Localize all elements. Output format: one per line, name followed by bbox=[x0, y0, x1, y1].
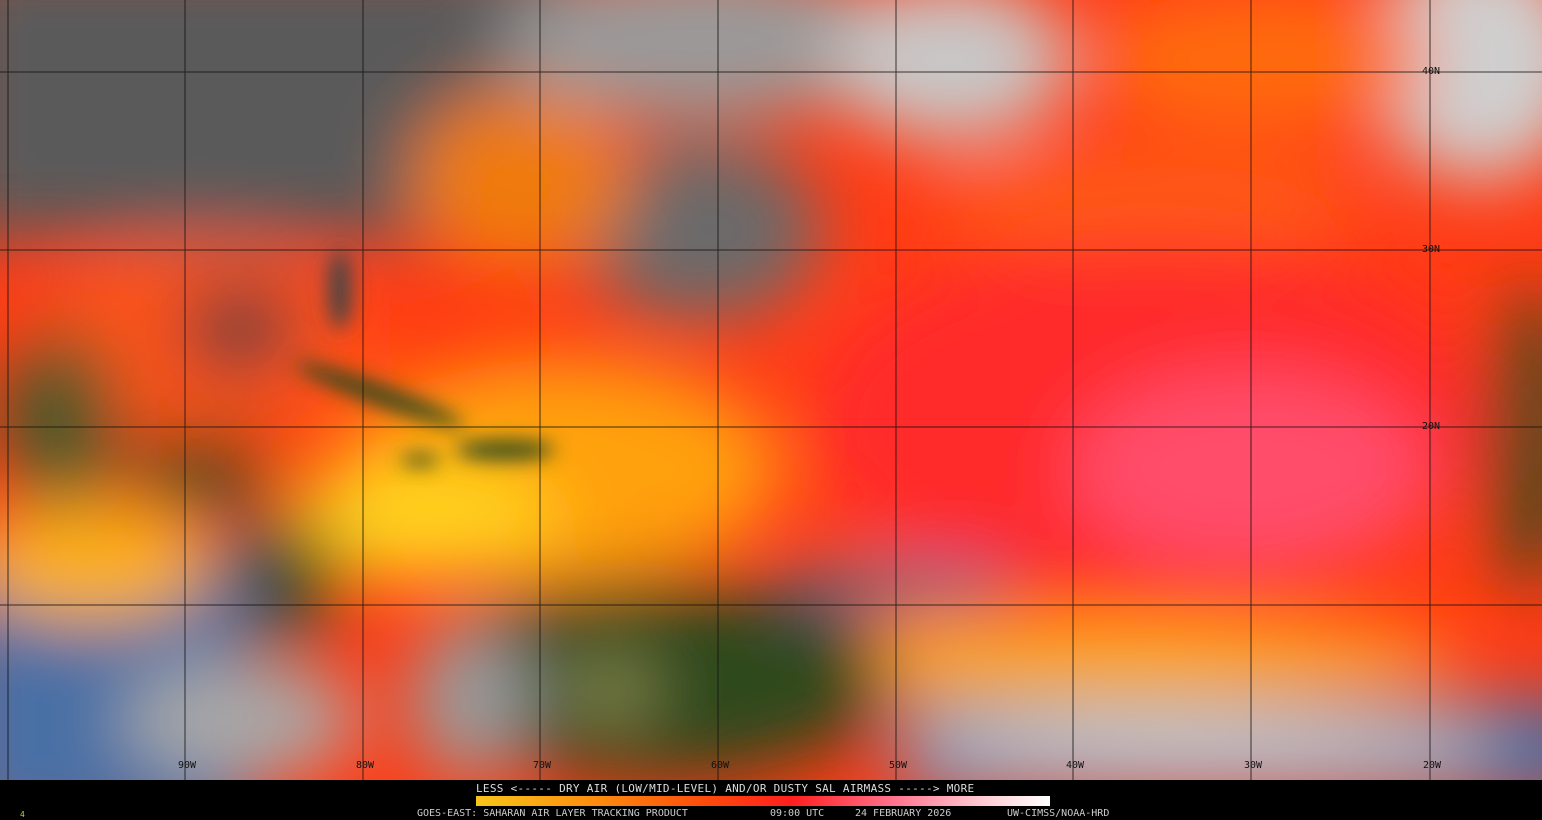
longitude-labels: 90W 80W 70W 60W 50W 40W 30W 20W bbox=[178, 760, 1442, 771]
legend-title: LESS <----- DRY AIR (LOW/MID-LEVEL) AND/… bbox=[476, 782, 975, 795]
observation-date: 24 FEBRUARY 2026 bbox=[855, 808, 952, 819]
lon-label: 50W bbox=[889, 760, 908, 771]
credit: UW-CIMSS/NOAA-HRD bbox=[1007, 808, 1110, 819]
imagery-layer bbox=[0, 0, 1542, 780]
lon-label: 30W bbox=[1244, 760, 1263, 771]
product-name: GOES-EAST: SAHARAN AIR LAYER TRACKING PR… bbox=[417, 808, 688, 819]
lat-label: 30N bbox=[1422, 244, 1440, 255]
corner-mark: 4 bbox=[20, 810, 25, 819]
islands bbox=[295, 250, 555, 466]
observation-time: 09:00 UTC bbox=[770, 808, 825, 819]
lat-label: 20N bbox=[1422, 421, 1440, 432]
lon-label: 80W bbox=[356, 760, 375, 771]
latitude-labels: 40N 30N 20N bbox=[1422, 66, 1440, 432]
sal-satellite-map: 90W 80W 70W 60W 50W 40W 30W 20W 40N 30N … bbox=[0, 0, 1542, 780]
lat-lon-grid bbox=[0, 0, 1542, 780]
lon-label: 90W bbox=[178, 760, 197, 771]
lon-label: 40W bbox=[1066, 760, 1085, 771]
lat-label: 40N bbox=[1422, 66, 1440, 77]
lon-label: 20W bbox=[1423, 760, 1442, 771]
color-scale-bar bbox=[476, 796, 1050, 806]
lon-label: 70W bbox=[533, 760, 552, 771]
lon-label: 60W bbox=[711, 760, 730, 771]
